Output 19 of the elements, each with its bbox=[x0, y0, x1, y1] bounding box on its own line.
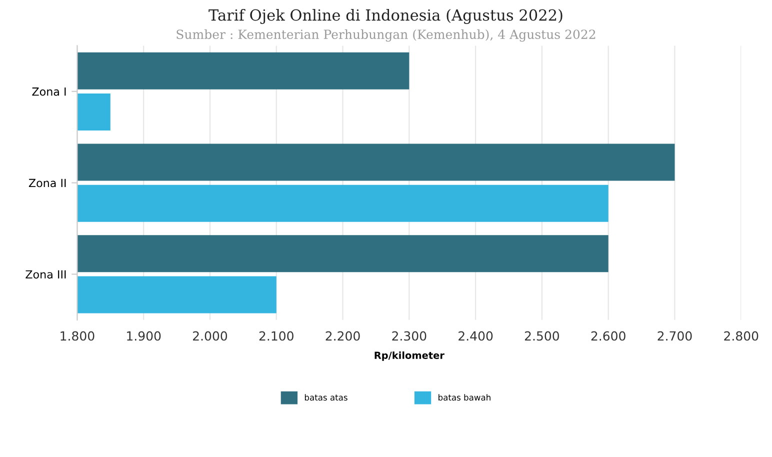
x-tick-label: 2.300 bbox=[392, 331, 426, 341]
x-tick-label: 1.800 bbox=[60, 331, 94, 341]
legend-label: batas atas bbox=[304, 394, 348, 401]
y-tick-label: Zona I bbox=[32, 88, 66, 96]
y-tick-label: Zona III bbox=[26, 270, 66, 279]
x-axis-title: Rp/kilometer bbox=[374, 351, 444, 361]
x-tick-label: 2.800 bbox=[724, 331, 758, 341]
x-tick-label: 2.700 bbox=[658, 331, 692, 341]
x-tick-label: 2.500 bbox=[524, 331, 560, 341]
chart-title: Tarif Ojek Online di Indonesia (Agustus 2022) bbox=[208, 8, 562, 24]
x-tick-label: 2.600 bbox=[591, 331, 626, 341]
chart-subtitle: Sumber : Kementerian Perhubungan (Kemenhub), 4 Agustus 2022 bbox=[176, 29, 596, 42]
legend-label: batas bawah bbox=[438, 394, 490, 401]
x-tick-label: 2.100 bbox=[259, 331, 294, 341]
x-tick-label: 2.200 bbox=[326, 331, 360, 341]
x-tick-label: 2.000 bbox=[193, 331, 228, 341]
x-tick-label: 1.900 bbox=[127, 331, 161, 341]
x-tick-label: 2.400 bbox=[458, 331, 493, 341]
y-tick-label: Zona II bbox=[28, 178, 66, 188]
